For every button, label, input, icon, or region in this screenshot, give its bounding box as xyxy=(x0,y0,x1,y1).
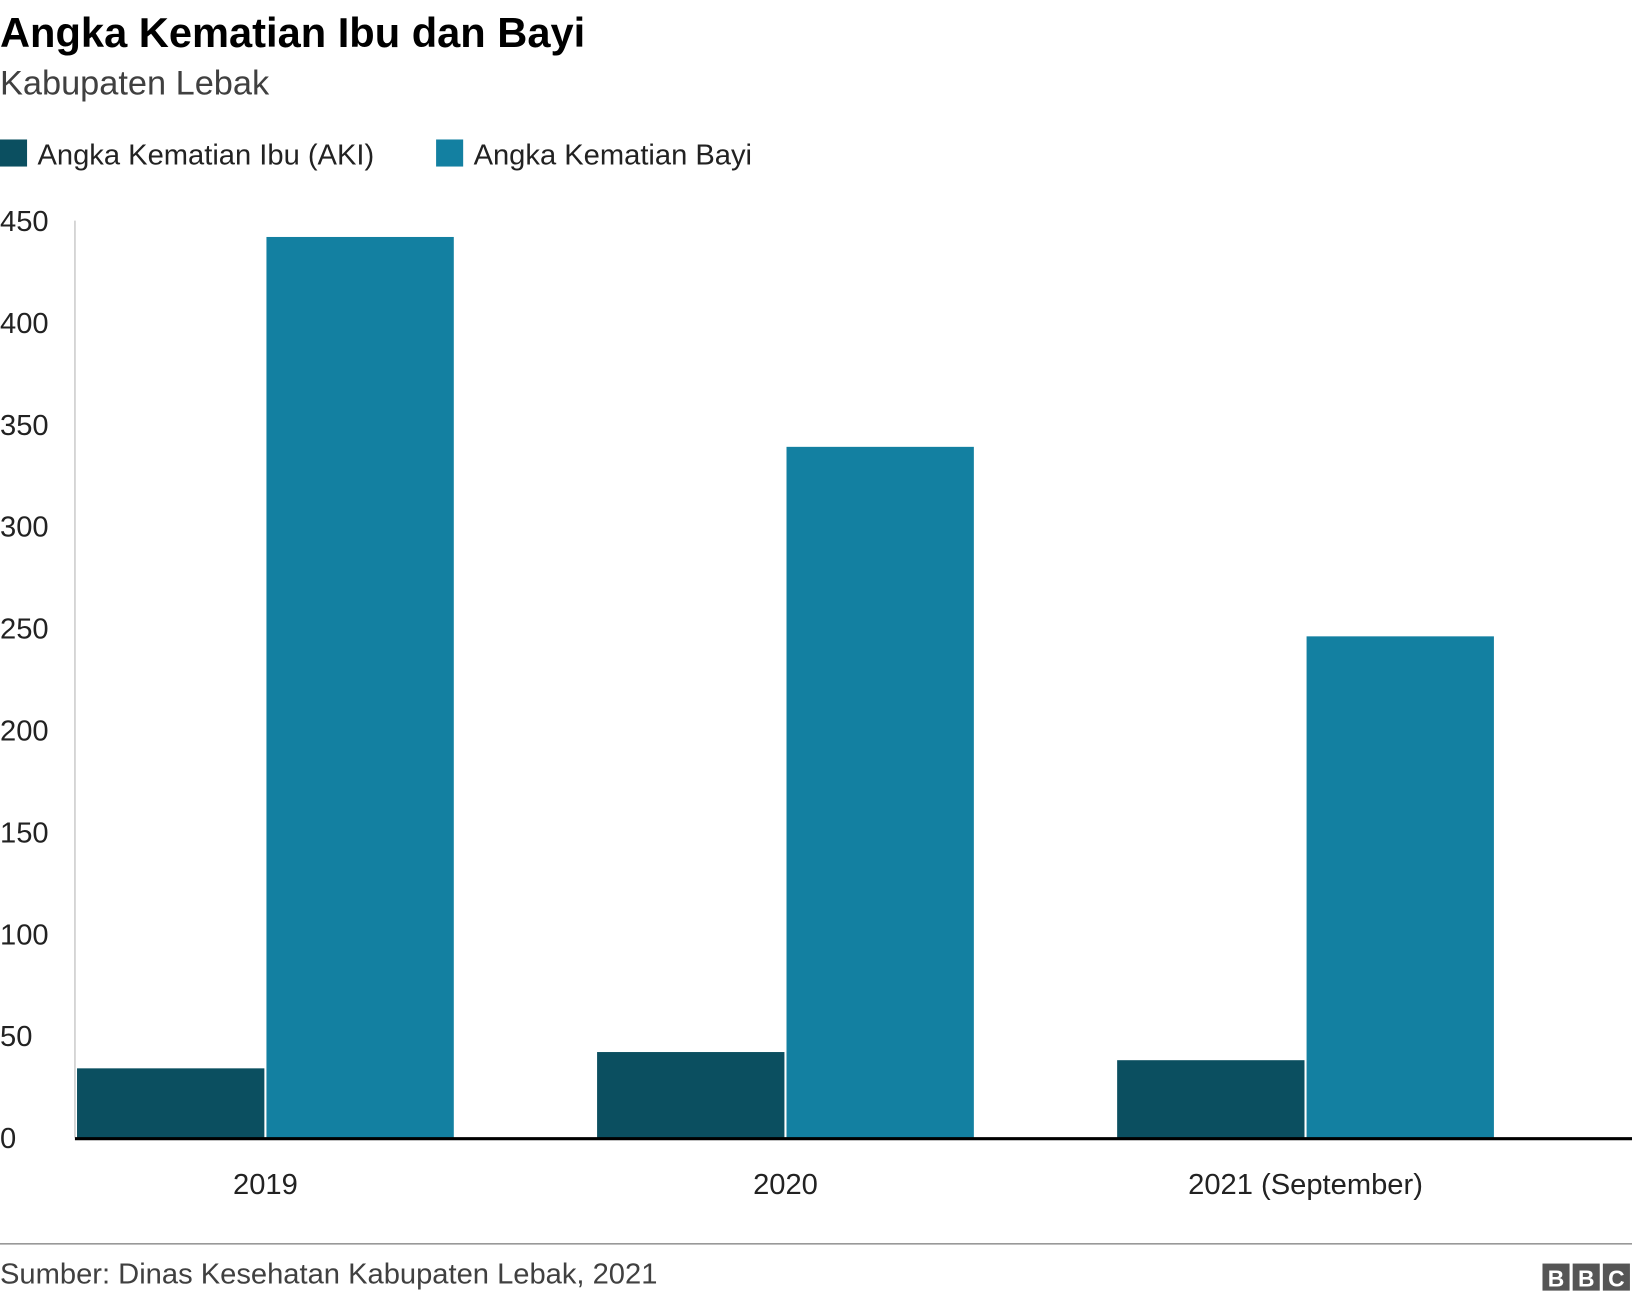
legend: Angka Kematian Ibu (AKI) Angka Kematian … xyxy=(0,139,752,171)
y-tick-label: 250 xyxy=(0,614,49,646)
bar-aki-2021 xyxy=(1117,1060,1305,1138)
bar-aki-2020 xyxy=(597,1052,785,1138)
y-tick-label: 200 xyxy=(0,715,49,747)
y-tick-label: 50 xyxy=(0,1021,32,1053)
y-tick-label: 400 xyxy=(0,308,49,340)
logo-letter: C xyxy=(1608,1265,1625,1291)
bar-bayi-2019 xyxy=(266,236,454,1138)
y-tick-label: 300 xyxy=(0,512,49,544)
legend-swatch-aki xyxy=(0,139,28,167)
legend-label-aki: Angka Kematian Ibu (AKI) xyxy=(37,139,374,171)
bars xyxy=(77,236,1494,1138)
logo-block xyxy=(1602,1263,1630,1291)
y-axis: 0 50 100 150 200 250 300 350 400 450 xyxy=(0,206,76,1155)
legend-swatch-bayi xyxy=(436,139,464,167)
logo-letter: B xyxy=(1548,1265,1565,1291)
y-tick-label: 350 xyxy=(0,410,49,442)
source-note: Sumber: Dinas Kesehatan Kabupaten Lebak,… xyxy=(0,1258,657,1290)
bar-bayi-2020 xyxy=(786,446,974,1138)
y-tick-label: 0 xyxy=(0,1123,16,1155)
logo-letter: B xyxy=(1578,1265,1595,1291)
y-tick-label: 100 xyxy=(0,919,49,951)
bar-aki-2019 xyxy=(77,1068,265,1138)
y-tick-label: 450 xyxy=(0,206,49,238)
x-axis: 2019 2020 2021 (September) xyxy=(74,1137,1632,1201)
x-tick-label: 2020 xyxy=(753,1169,818,1201)
chart-subtitle: Kabupaten Lebak xyxy=(0,65,270,103)
y-tick-label: 150 xyxy=(0,817,49,849)
chart-title: Angka Kematian Ibu dan Bayi xyxy=(0,9,585,56)
logo-block xyxy=(1572,1263,1600,1291)
x-tick-label: 2021 (September) xyxy=(1188,1169,1423,1201)
legend-label-bayi: Angka Kematian Bayi xyxy=(474,139,752,171)
bar-bayi-2021 xyxy=(1306,636,1494,1138)
logo-block xyxy=(1542,1263,1570,1291)
x-tick-label: 2019 xyxy=(233,1169,298,1201)
